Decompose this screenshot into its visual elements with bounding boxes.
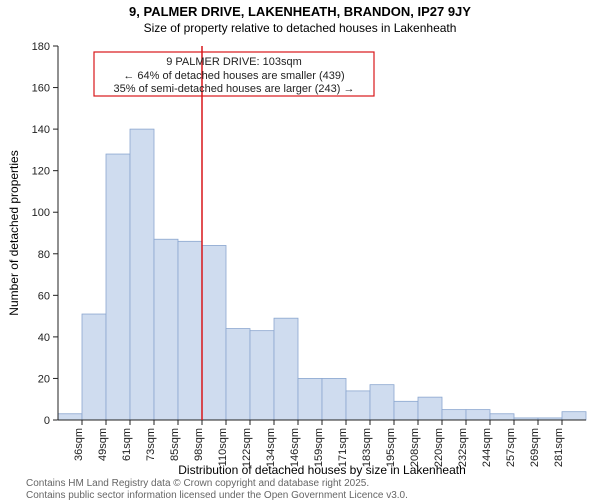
svg-text:100: 100 — [32, 207, 50, 219]
svg-text:195sqm: 195sqm — [385, 428, 397, 467]
svg-text:257sqm: 257sqm — [505, 428, 517, 467]
bar — [154, 239, 178, 420]
chart-container: 9, PALMER DRIVE, LAKENHEATH, BRANDON, IP… — [0, 0, 600, 500]
svg-text:180: 180 — [32, 41, 50, 53]
annotation-line-0: 9 PALMER DRIVE: 103sqm — [166, 56, 302, 68]
svg-text:183sqm: 183sqm — [361, 428, 373, 467]
bar — [562, 412, 586, 420]
svg-text:73sqm: 73sqm — [145, 428, 157, 461]
bar — [322, 378, 346, 420]
svg-text:134sqm: 134sqm — [265, 428, 277, 467]
bar — [82, 314, 106, 420]
svg-text:36sqm: 36sqm — [73, 428, 85, 461]
svg-text:232sqm: 232sqm — [457, 428, 469, 467]
bar — [130, 129, 154, 420]
svg-text:110sqm: 110sqm — [217, 428, 229, 466]
bar — [250, 331, 274, 420]
svg-text:220sqm: 220sqm — [433, 428, 445, 467]
svg-text:49sqm: 49sqm — [97, 428, 109, 461]
svg-text:120: 120 — [32, 166, 50, 178]
bar — [202, 245, 226, 420]
footer-line-1: Contains public sector information licen… — [26, 490, 408, 500]
svg-text:85sqm: 85sqm — [169, 428, 181, 461]
bar — [274, 318, 298, 420]
bar — [370, 385, 394, 420]
bar — [226, 329, 250, 420]
x-axis-label: Distribution of detached houses by size … — [178, 463, 466, 477]
svg-text:0: 0 — [44, 415, 50, 427]
bar — [442, 410, 466, 420]
bar — [394, 401, 418, 420]
annotation-line-1: ← 64% of detached houses are smaller (43… — [123, 70, 344, 82]
annotation-line-2: 35% of semi-detached houses are larger (… — [114, 83, 355, 95]
bar — [298, 378, 322, 420]
svg-text:244sqm: 244sqm — [481, 428, 493, 467]
svg-text:40: 40 — [38, 332, 50, 344]
svg-text:281sqm: 281sqm — [553, 428, 565, 467]
svg-text:61sqm: 61sqm — [121, 428, 133, 461]
bar — [346, 391, 370, 420]
svg-text:159sqm: 159sqm — [313, 428, 325, 467]
svg-text:122sqm: 122sqm — [241, 428, 253, 467]
svg-text:146sqm: 146sqm — [289, 428, 301, 467]
svg-text:208sqm: 208sqm — [409, 428, 421, 467]
bar — [178, 241, 202, 420]
svg-text:140: 140 — [32, 124, 50, 136]
footer-line-0: Contains HM Land Registry data © Crown c… — [26, 478, 369, 489]
svg-text:98sqm: 98sqm — [193, 428, 205, 461]
bar — [466, 410, 490, 420]
bar — [58, 414, 82, 420]
chart-title: 9, PALMER DRIVE, LAKENHEATH, BRANDON, IP… — [129, 4, 471, 19]
y-axis-label: Number of detached properties — [7, 150, 21, 315]
svg-text:269sqm: 269sqm — [529, 428, 541, 467]
svg-text:80: 80 — [38, 249, 50, 261]
chart-subtitle: Size of property relative to detached ho… — [144, 21, 457, 35]
bar — [490, 414, 514, 420]
svg-text:20: 20 — [38, 373, 50, 385]
bar — [418, 397, 442, 420]
svg-text:160: 160 — [32, 83, 50, 95]
svg-text:171sqm: 171sqm — [337, 428, 349, 467]
histogram-chart: 9, PALMER DRIVE, LAKENHEATH, BRANDON, IP… — [0, 0, 600, 500]
svg-text:60: 60 — [38, 290, 50, 302]
bar — [106, 154, 130, 420]
